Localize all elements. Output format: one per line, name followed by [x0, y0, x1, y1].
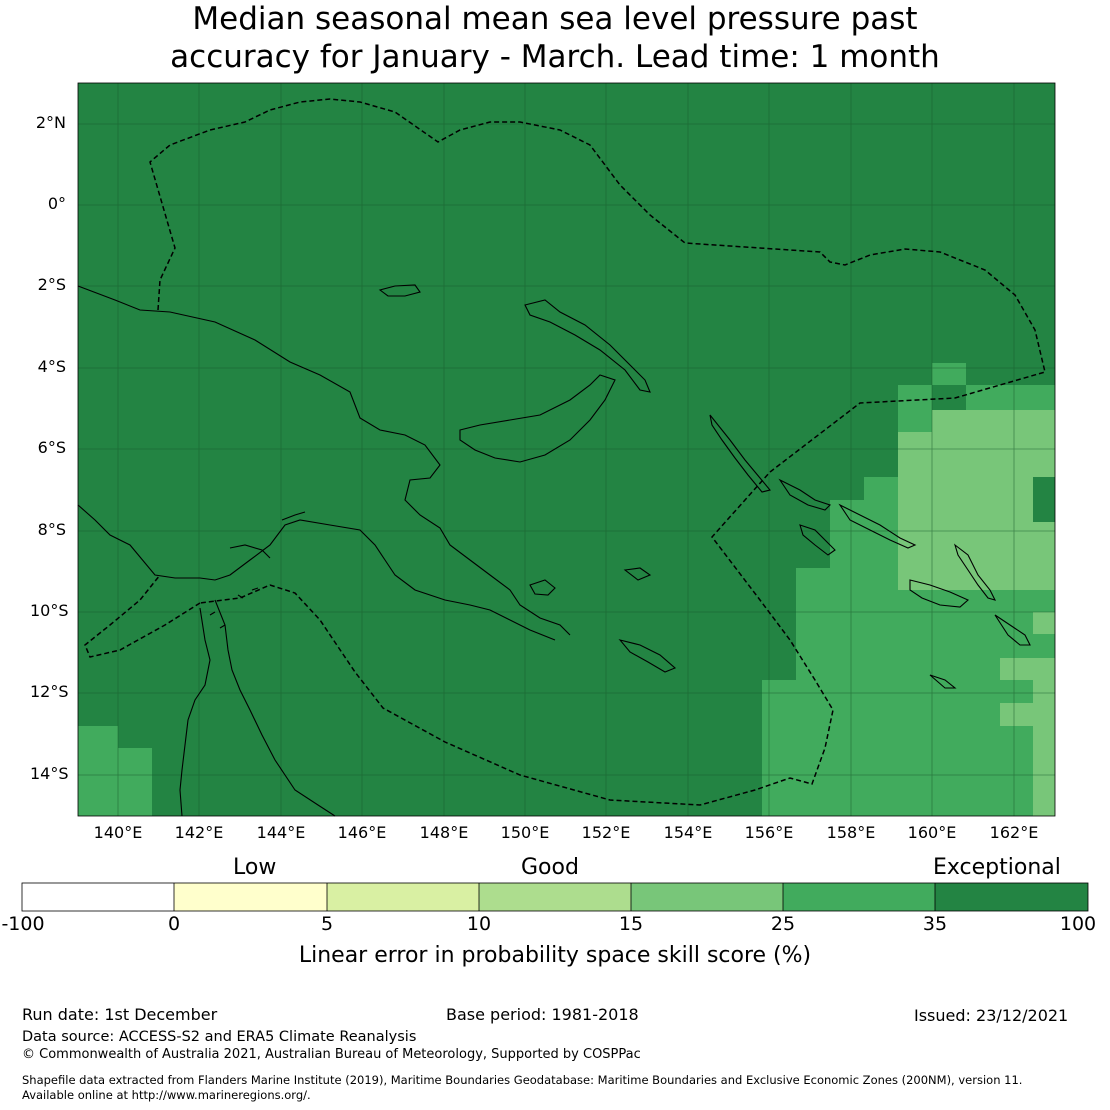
colorbar-seg-0-5	[174, 883, 327, 911]
tick-label-35: 35	[922, 913, 948, 935]
malaita	[953, 543, 997, 601]
colorbar-seg-15-25	[631, 883, 783, 911]
patch-f-2	[898, 432, 1055, 477]
patch-f-5	[1033, 612, 1055, 634]
lon-label-156e: 156°E	[744, 823, 794, 842]
lat-label-10s: 10°S	[30, 601, 69, 620]
lat-label-14s: 14°S	[30, 764, 69, 783]
dentrecasteaux	[529, 579, 556, 596]
colorbar-seg-5-10	[327, 883, 479, 911]
lon-label-144e: 144°E	[256, 823, 306, 842]
manus	[378, 284, 421, 297]
choiseul	[778, 478, 832, 511]
legend-label-good: Good	[521, 855, 579, 880]
colorbar-seg-35-100	[935, 883, 1088, 911]
map-frame	[77, 82, 1056, 817]
tick-label-10: 10	[466, 913, 492, 935]
bougainville	[709, 414, 771, 493]
new-guinea-south-coast	[77, 504, 556, 641]
patch-f-1	[932, 410, 1055, 432]
new-britain	[459, 374, 616, 463]
colorbar-seg-neg100-0	[22, 883, 174, 911]
cape-york-east-coast	[214, 599, 336, 817]
new-georgia	[799, 524, 836, 556]
gridlines	[78, 83, 1055, 816]
lon-label-160e: 160°E	[907, 823, 957, 842]
tick-label-25: 25	[770, 913, 796, 935]
torres-islands	[209, 587, 259, 629]
new-guinea-north-coast	[77, 285, 571, 636]
gulf-papua-inlets	[229, 511, 306, 559]
legend-label-exceptional: Exceptional	[933, 855, 1061, 880]
tick-label-15: 15	[618, 913, 644, 935]
lon-label-152e: 152°E	[581, 823, 631, 842]
lon-label-158e: 158°E	[826, 823, 876, 842]
woodlark	[623, 567, 652, 581]
lon-label-162e: 162°E	[989, 823, 1039, 842]
tick-label-neg100: -100	[1, 913, 45, 935]
data-source: Data source: ACCESS-S2 and ERA5 Climate …	[22, 1029, 417, 1045]
santa-isabel	[838, 503, 917, 549]
patch-f-3	[898, 477, 1033, 522]
base-period: Base period: 1981-2018	[446, 1005, 639, 1024]
skill-patches	[78, 363, 1055, 816]
lat-label-6s: 6°S	[37, 438, 66, 457]
patch-sw-b	[118, 748, 152, 816]
louisiade	[618, 639, 677, 673]
lat-label-0: 0°	[47, 194, 66, 213]
patch-sw-a	[78, 726, 118, 816]
tick-label-5: 5	[320, 913, 334, 935]
patch-e-2	[898, 385, 1055, 410]
guadalcanal	[909, 579, 970, 608]
makira	[994, 614, 1031, 646]
eez-australia-png	[84, 574, 201, 658]
patch-f-8	[1000, 703, 1033, 726]
patch-f-6	[1000, 658, 1055, 680]
eez-boundaries	[84, 98, 1046, 806]
lon-label-142e: 142°E	[174, 823, 224, 842]
run-date: Run date: 1st December	[22, 1005, 218, 1024]
tick-label-100: 100	[1059, 913, 1097, 935]
colorbar-frame	[21, 882, 1089, 912]
patch-f-7	[1033, 680, 1055, 816]
chart-title-line-1: Median seasonal mean sea level pressure …	[192, 1, 918, 37]
lon-label-140e: 140°E	[93, 823, 143, 842]
shapefile-credit-line-1: Shapefile data extracted from Flanders M…	[22, 1073, 1023, 1087]
patch-f-4	[898, 522, 1055, 590]
legend-label-low: Low	[233, 855, 277, 880]
shapefile-credit-line-2: Available online at http://www.marinereg…	[22, 1088, 311, 1102]
cape-york-peninsula	[179, 607, 211, 817]
lon-label-146e: 146°E	[337, 823, 387, 842]
patch-e-8	[762, 748, 796, 816]
colorbar-seg-10-15	[479, 883, 631, 911]
lat-label-2s: 2°S	[37, 275, 66, 294]
copyright-notice: © Commonwealth of Australia 2021, Austra…	[22, 1047, 641, 1062]
lat-label-2n: 2°N	[35, 113, 66, 132]
patch-e-1	[932, 363, 966, 385]
issued-date: Issued: 23/12/2021	[914, 1006, 1069, 1025]
patch-e-5	[830, 500, 898, 568]
chart-title-line-2: accuracy for January - March. Lead time:…	[170, 39, 940, 75]
lat-label-8s: 8°S	[37, 520, 66, 539]
colorbar-seg-25-35	[783, 883, 935, 911]
patch-x-2	[932, 385, 966, 410]
lon-label-154e: 154°E	[663, 823, 713, 842]
lon-label-150e: 150°E	[500, 823, 550, 842]
lat-label-12s: 12°S	[30, 682, 69, 701]
lat-label-4s: 4°S	[37, 357, 66, 376]
rennell	[929, 674, 957, 689]
patch-x-1	[1033, 477, 1055, 522]
eez-png	[149, 98, 1046, 806]
colorbar	[21, 882, 1089, 912]
colorbar-axis-title: Linear error in probability space skill …	[298, 943, 812, 968]
patch-e-7	[762, 680, 1033, 816]
lon-label-148e: 148°E	[419, 823, 469, 842]
tick-label-0: 0	[167, 913, 181, 935]
coastlines	[77, 284, 1031, 817]
new-ireland	[524, 299, 651, 393]
